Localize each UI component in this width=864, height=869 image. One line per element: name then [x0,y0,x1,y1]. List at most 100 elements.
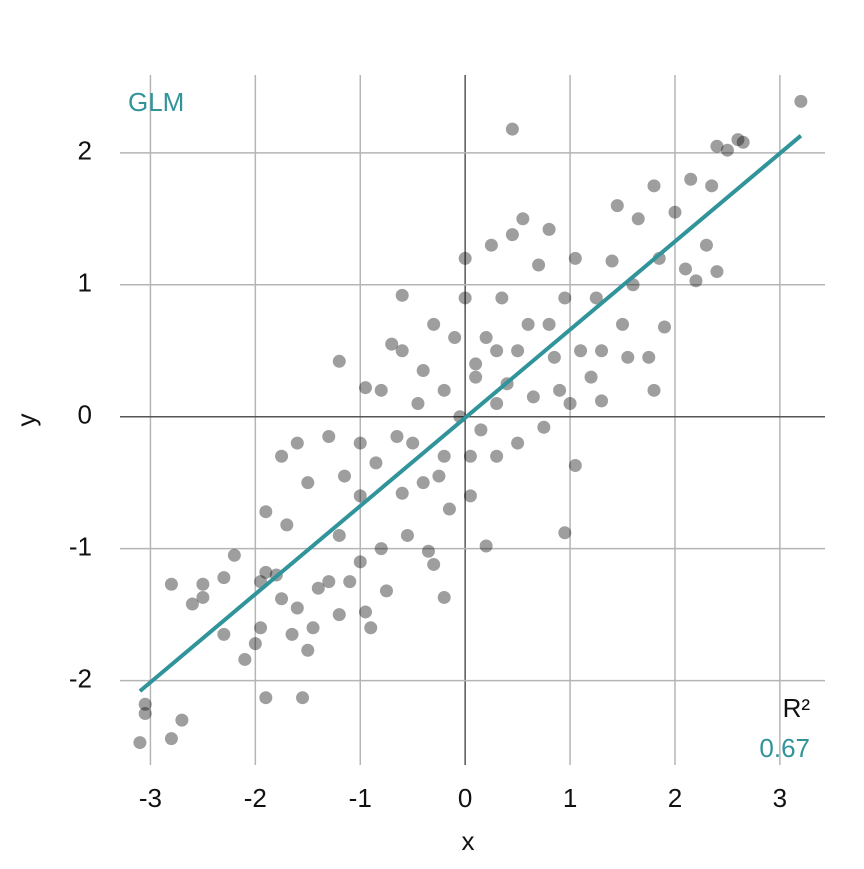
y-tick-label: 2 [78,136,92,166]
point [490,397,504,411]
point [322,429,336,443]
point [416,476,430,490]
point [532,258,546,272]
point [301,476,315,490]
point [595,394,609,408]
point [469,370,483,384]
point [720,143,734,157]
point [374,383,388,397]
point [332,354,346,368]
point [343,575,357,589]
point [647,383,661,397]
point [542,317,556,331]
point [248,637,262,651]
point [479,331,493,345]
point [332,528,346,542]
point [290,436,304,450]
point [395,288,409,302]
point [306,621,320,635]
point [458,251,472,265]
point [400,528,414,542]
point [537,420,551,434]
point [678,262,692,276]
point [605,254,619,268]
point [731,133,745,147]
point [463,449,477,463]
point [164,577,178,591]
point [463,489,477,503]
y-axis-label: y [11,414,41,427]
point [311,581,325,595]
point [353,555,367,569]
x-tick-label: 3 [773,783,787,813]
point [705,179,719,193]
point [238,652,252,666]
point [689,274,703,288]
point [358,605,372,619]
point [280,518,294,532]
point [138,697,152,711]
point [684,172,698,186]
fit-line [138,134,803,693]
point [542,222,556,236]
point [610,199,624,213]
point [254,621,268,635]
point [547,350,561,364]
point [217,627,231,641]
point [516,212,530,226]
point [495,291,509,305]
point [217,571,231,585]
point [259,691,273,705]
point [568,459,582,473]
point [379,584,393,598]
point [185,597,199,611]
point [479,539,493,553]
point [227,548,241,562]
point [437,449,451,463]
point [589,291,603,305]
point [164,732,178,746]
point [416,364,430,378]
point [563,397,577,411]
point [296,691,310,705]
point [469,357,483,371]
point [338,469,352,483]
point [558,526,572,540]
point [521,317,535,331]
point [427,317,441,331]
point [390,429,404,443]
x-tick-label: -2 [244,783,267,813]
point [196,590,210,604]
point [490,344,504,358]
model-label: GLM [128,87,184,117]
point [631,212,645,226]
point [358,381,372,395]
point [138,707,152,721]
point [322,575,336,589]
point [369,456,383,470]
point [668,205,682,219]
point [364,621,378,635]
r2-value: 0.67 [759,733,810,763]
point [511,436,525,450]
point [332,608,346,622]
point [353,489,367,503]
y-tick-label: -2 [69,663,92,693]
point [474,423,488,437]
point [526,390,540,404]
point [584,370,598,384]
point [699,238,713,252]
point [442,502,456,516]
point [657,320,671,334]
y-tick-label: 0 [78,400,92,430]
point [511,344,525,358]
point [505,122,519,136]
point [710,265,724,279]
point [568,251,582,265]
point [647,179,661,193]
x-tick-label: -3 [139,783,162,813]
point [490,449,504,463]
point [259,505,273,519]
point [642,350,656,364]
